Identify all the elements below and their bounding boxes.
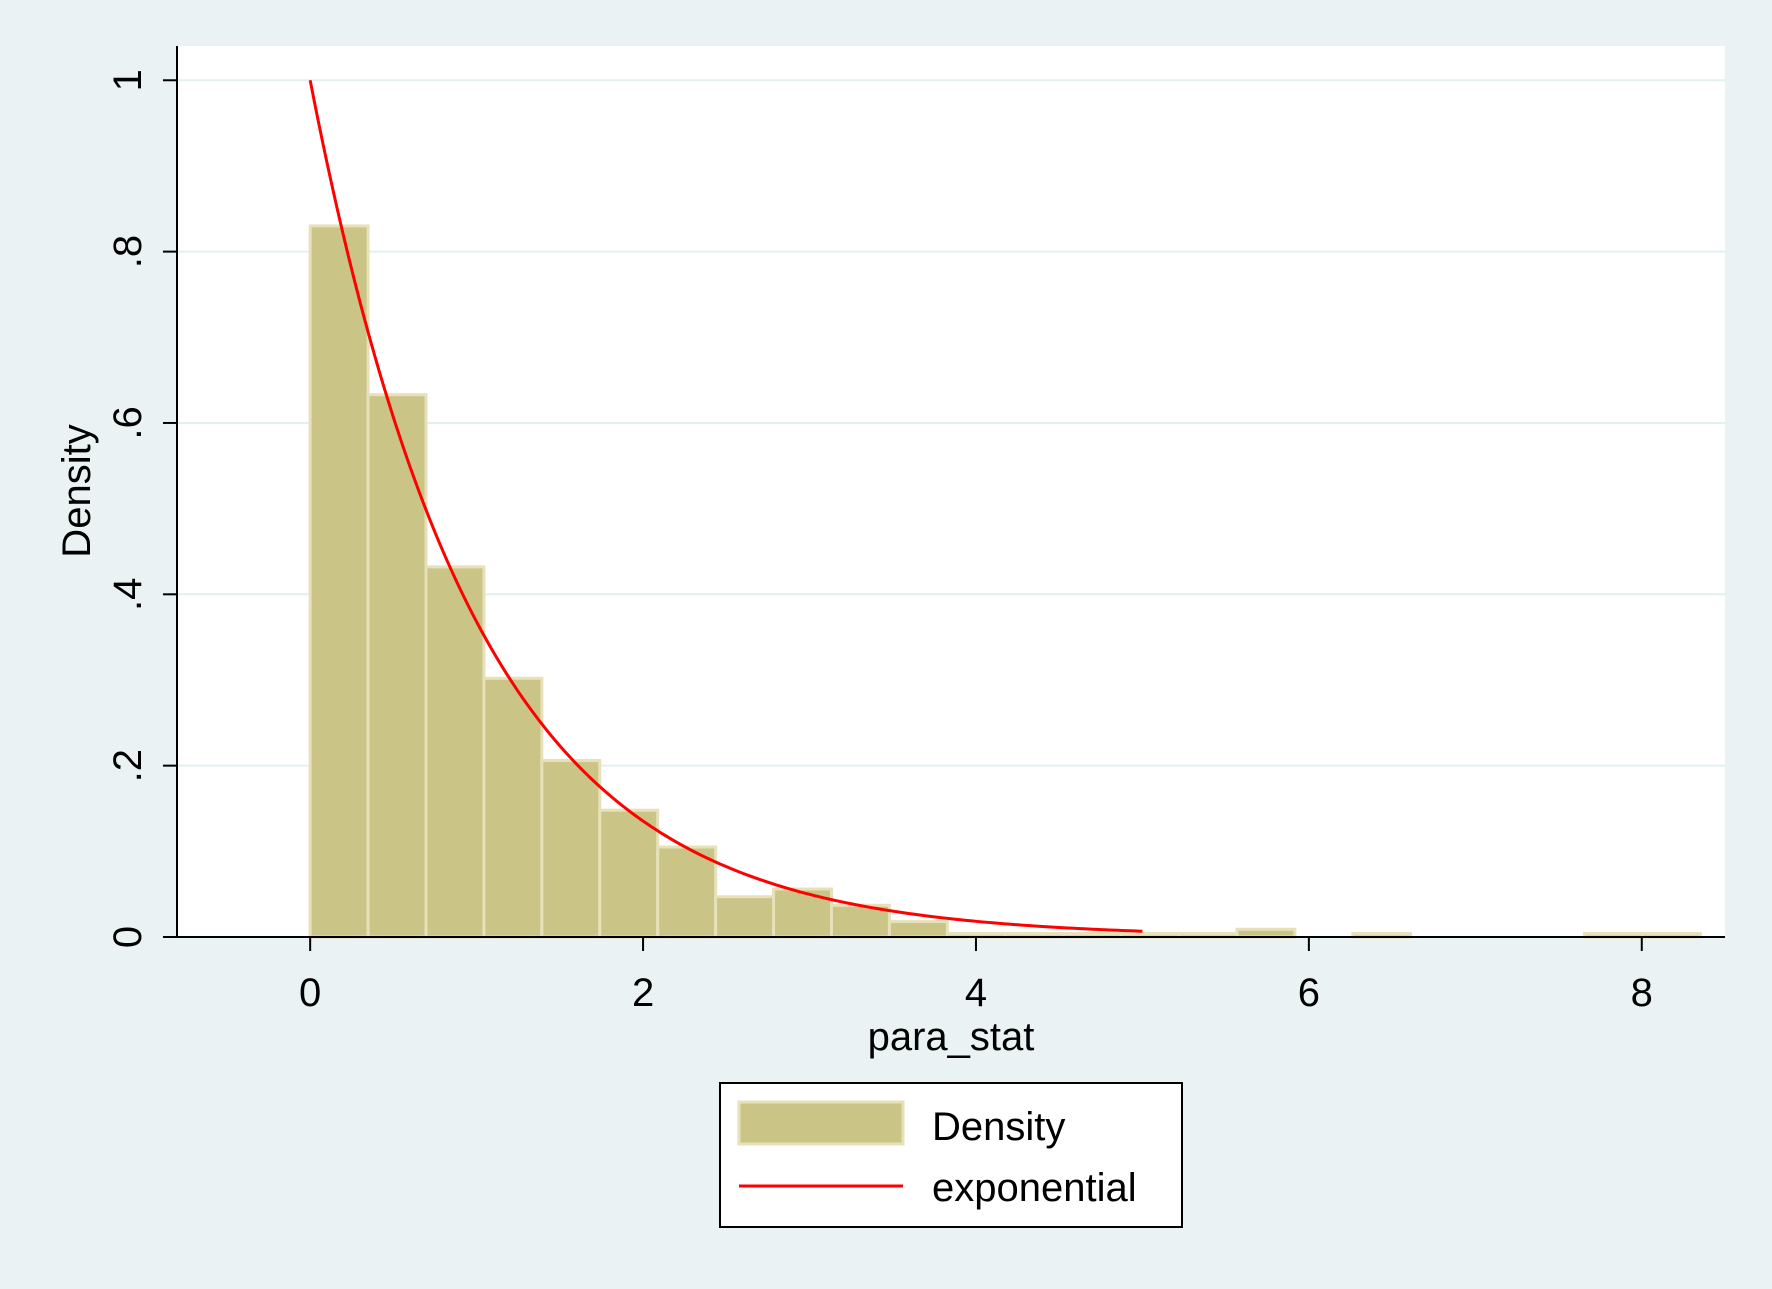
y-tick-label-0: 0 [106,926,150,948]
axes [176,46,1725,938]
y-tick-label-5: 1 [106,69,150,91]
histogram-bar-5 [598,808,660,939]
histogram-bar-16 [1235,927,1297,939]
histogram-bar-0 [308,224,370,939]
legend-label-density: Density [932,1105,1065,1149]
y-axis-title: Density [55,424,99,557]
histogram-bars [308,224,1702,939]
x-tick-label-0: 0 [299,971,321,1015]
y-tick-label-2: .4 [106,578,150,611]
y-ticks: 0 .2 .4 .6 .8 1 [106,69,177,948]
histogram-bar-4 [540,759,602,939]
legend-label-exponential: exponential [932,1166,1137,1210]
y-tick-label-3: .6 [106,406,150,439]
histogram-bar-10 [887,920,949,939]
legend: Density exponential [719,1082,1183,1228]
x-tick-label-4: 8 [1631,971,1653,1015]
x-ticks: 0 2 4 6 8 [299,937,1653,1015]
x-tick-label-1: 2 [632,971,654,1015]
x-tick-label-3: 6 [1298,971,1320,1015]
y-tick-label-4: .8 [106,235,150,268]
x-axis-title: para_stat [868,1015,1035,1059]
histogram-bar-1 [366,393,428,939]
legend-swatch-density [737,1100,905,1146]
y-tick-label-1: .2 [106,749,150,782]
histogram-bar-7 [714,895,776,939]
x-tick-label-2: 4 [965,971,987,1015]
exponential-curve [308,79,1143,933]
histogram-bar-3 [482,676,544,939]
histogram-bar-6 [656,845,718,939]
